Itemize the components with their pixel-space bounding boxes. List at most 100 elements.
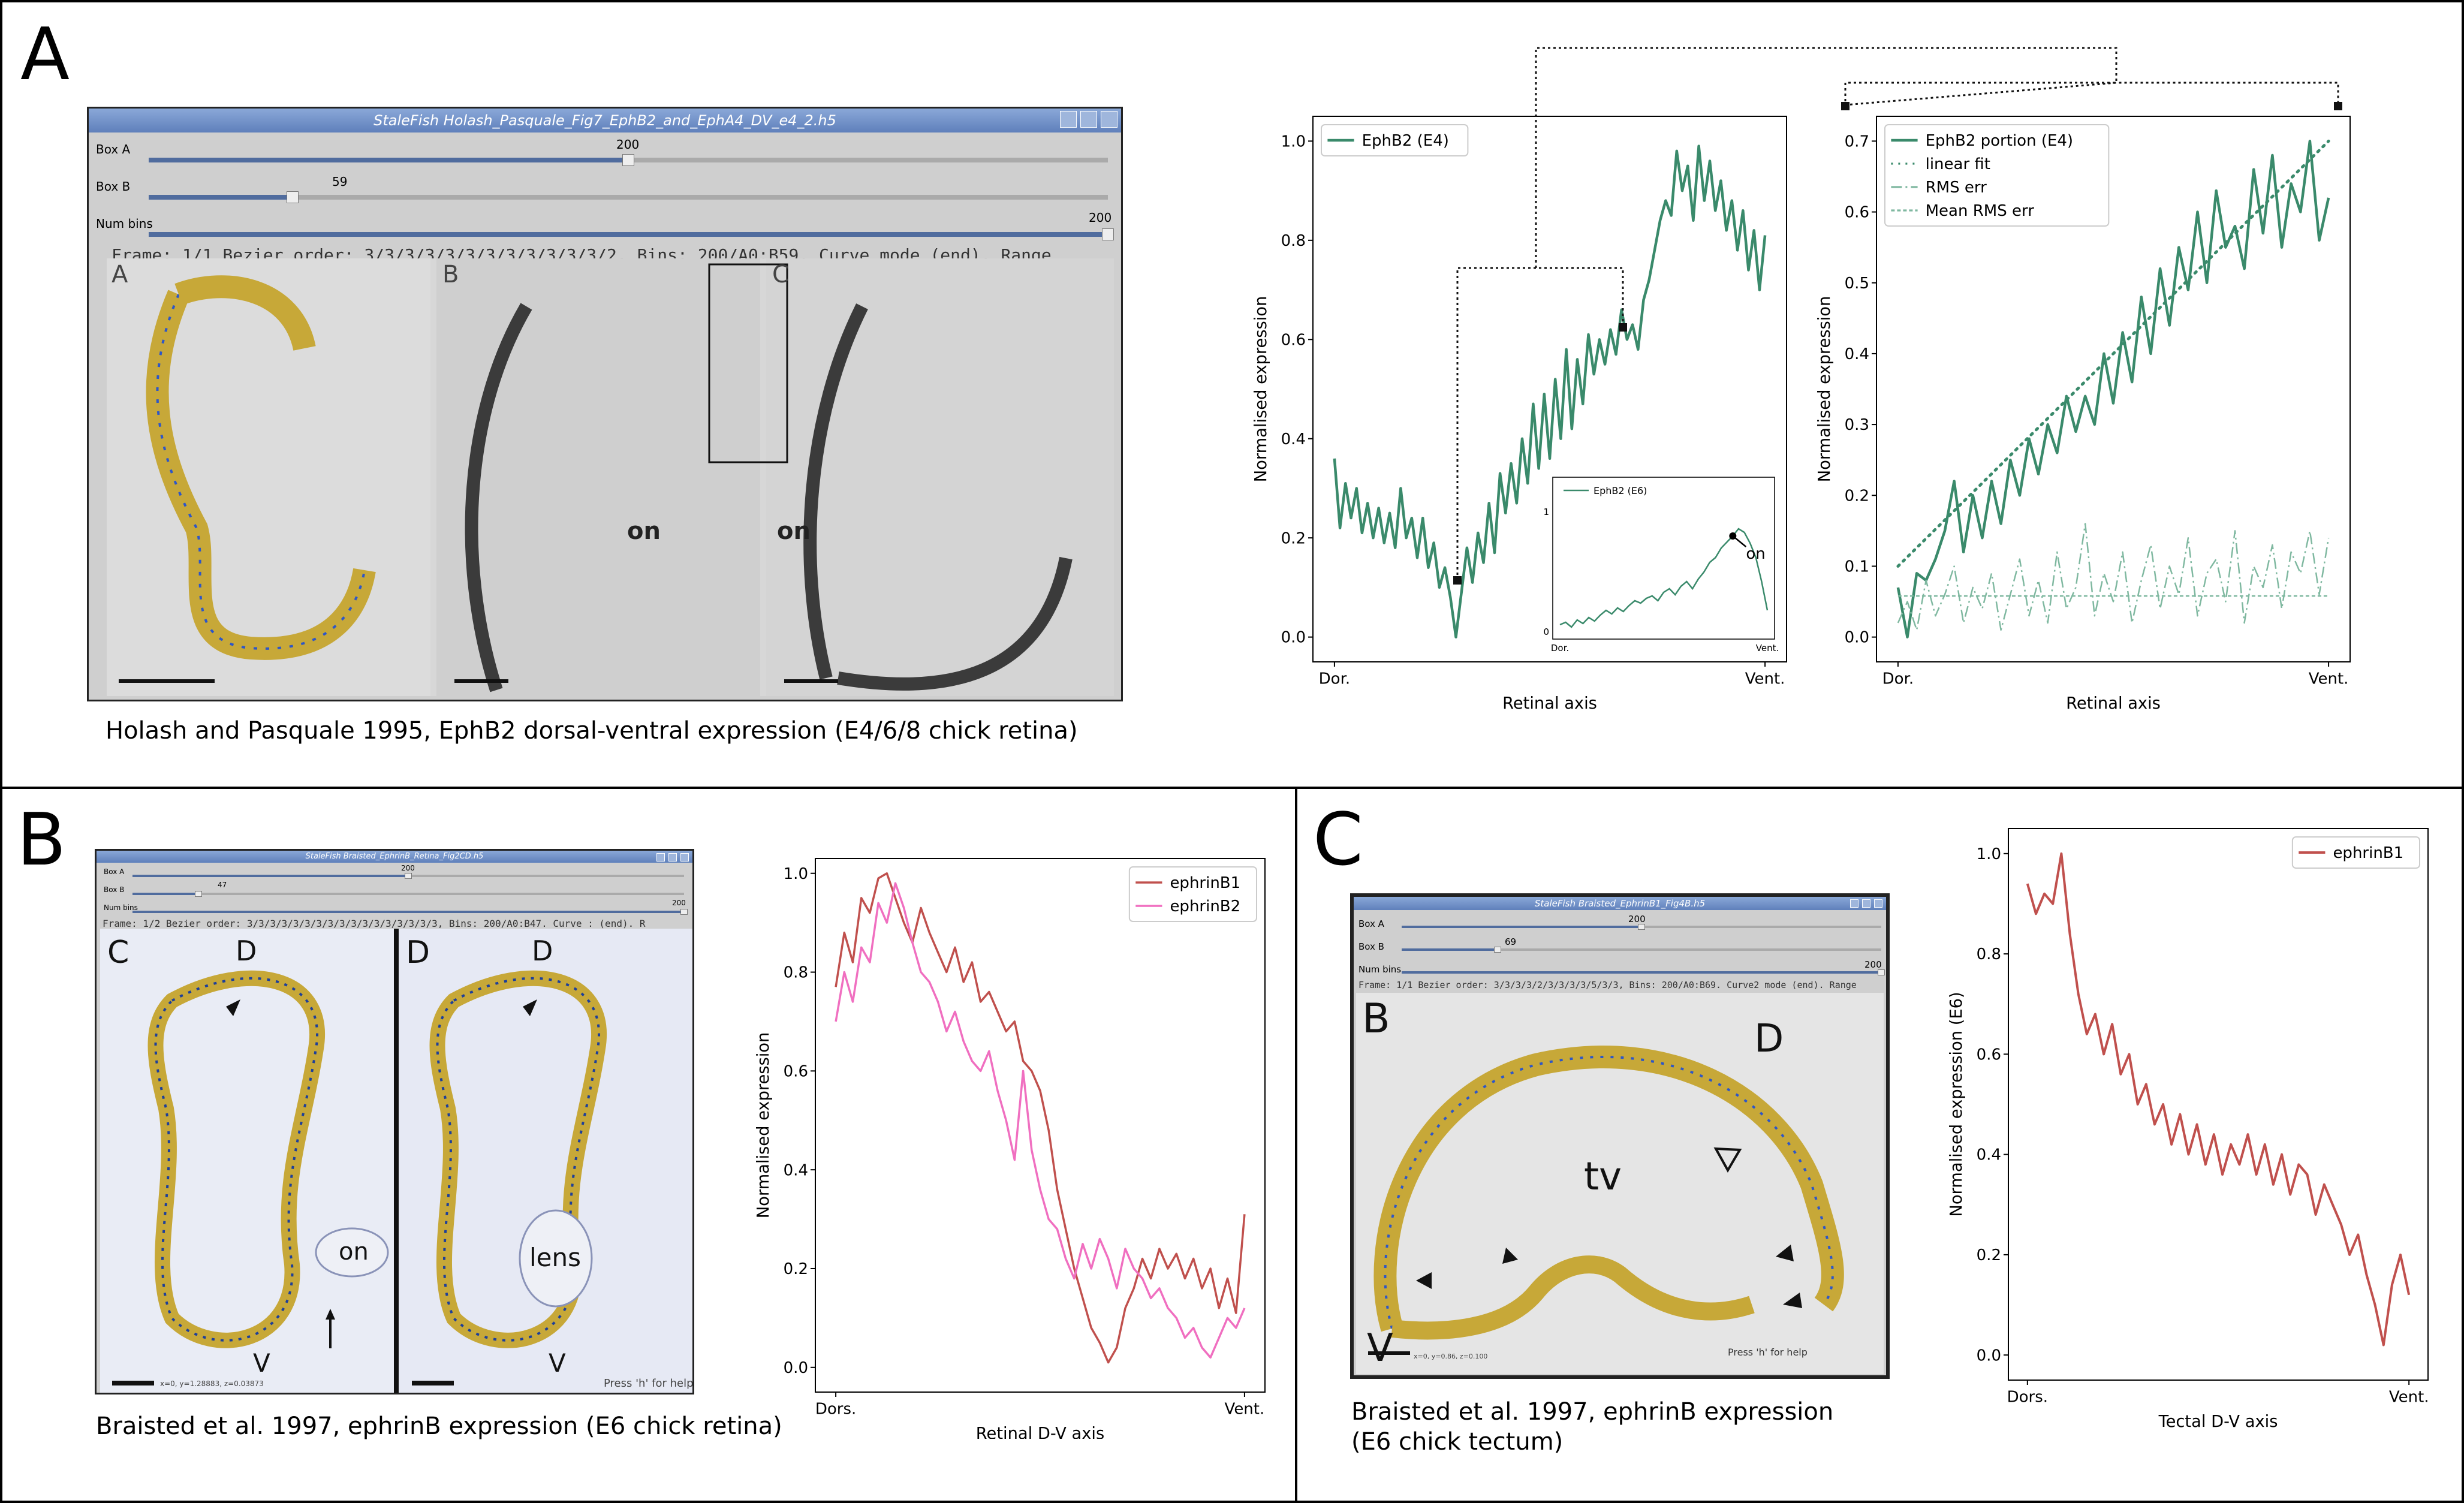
window-b-titlebar[interactable]: StaleFish Braisted_EphrinB_Retina_Fig2CD… <box>97 851 692 863</box>
slider-handle[interactable] <box>1638 924 1645 930</box>
window-c-titlebar[interactable]: StaleFish Braisted_EphrinB1_Fig4B.h5 <box>1354 897 1886 910</box>
legend-label: EphB2 (E4) <box>1362 132 1449 150</box>
maximize-icon[interactable] <box>668 853 677 862</box>
chart-a-right: 0.0 0.1 0.2 0.3 0.4 0.5 0.6 0.7 Dor. Vent. Retinal… <box>1815 116 2351 713</box>
box-b-value: 47 <box>218 881 227 889</box>
slider-handle[interactable] <box>1878 969 1885 975</box>
micrograph-c[interactable]: B D tv V Press 'h' for help x=0, y=0.86,… <box>1356 993 1884 1374</box>
slider-handle[interactable] <box>622 154 635 166</box>
slider-fill <box>149 232 1108 237</box>
chart-a-inset: 0 1 Dor. Vent. EphB2 (E6) on <box>1543 477 1779 653</box>
x-tick-label: Vent. <box>1225 1400 1265 1418</box>
window-b-title: StaleFish Braisted_EphrinB_Retina_Fig2CD… <box>305 852 484 861</box>
x-axis-label: Retinal axis <box>1502 694 1597 713</box>
slider-handle[interactable] <box>286 191 299 203</box>
ventral-label-left: V <box>253 1348 270 1378</box>
minimize-icon[interactable] <box>1060 111 1077 128</box>
slider-fill <box>149 158 628 162</box>
minimize-icon[interactable] <box>1850 899 1858 908</box>
stalefish-window-c[interactable]: StaleFish Braisted_EphrinB1_Fig4B.h5 Box… <box>1350 893 1890 1379</box>
slider-fill <box>1402 926 1641 928</box>
legend-label: linear fit <box>1926 155 1990 173</box>
num-bins-value: 200 <box>1864 959 1882 970</box>
x-axis-label: Retinal D-V axis <box>976 1424 1104 1439</box>
slider-fill <box>149 195 293 200</box>
micrograph-b-drawing <box>100 929 692 1393</box>
stalefish-window-a[interactable]: StaleFish Holash_Pasquale_Fig7_EphB2_and… <box>87 107 1123 701</box>
optic-nerve-label-b: on <box>627 517 661 545</box>
inset-x-tick-label: Vent. <box>1756 643 1779 653</box>
box-b-slider[interactable] <box>132 891 684 897</box>
slider-handle[interactable] <box>195 891 203 897</box>
ventral-label: V <box>1367 1326 1393 1371</box>
legend-box <box>1321 124 1469 156</box>
micrograph-b[interactable]: C D D D on lens V V Press 'h' for help x… <box>100 929 692 1393</box>
num-bins-slider[interactable] <box>149 228 1114 240</box>
chart-b: 0.0 0.2 0.4 0.6 0.8 1.0 Dors. Vent. Retinal D-V … <box>754 858 1266 1439</box>
box-b-slider[interactable] <box>1402 947 1881 953</box>
panel-a-caption: Holash and Pasquale 1995, EphB2 dorsal-v… <box>106 717 1078 745</box>
box-b-slider[interactable] <box>149 191 1108 203</box>
panel-c-frame <box>1295 787 2464 1503</box>
slider-track[interactable] <box>628 158 1108 162</box>
micrograph-a[interactable]: A B C on on <box>107 258 1114 696</box>
x-tick-label: Dor. <box>1319 670 1351 688</box>
panel-c-caption-line1: Braisted et al. 1997, ephrinB expression <box>1351 1398 1834 1426</box>
x-tick-label: Vent. <box>2309 670 2349 688</box>
box-a-slider[interactable] <box>1402 924 1881 930</box>
y-tick-label: 0.3 <box>1845 416 1869 434</box>
slider-handle[interactable] <box>680 909 688 915</box>
optic-nerve-annotation: on <box>1746 545 1765 563</box>
subpanel-label-c: C <box>772 261 789 288</box>
close-icon[interactable] <box>680 853 689 862</box>
status-line: Frame: 1/1 Bezier order: 3/3/3/3/2/3/3/3… <box>1358 980 1857 990</box>
panel-a-letter: A <box>20 13 70 97</box>
y-axis-label: Normalised expression <box>754 1032 773 1219</box>
slider-fill <box>1402 971 1881 974</box>
maximize-icon[interactable] <box>1080 111 1097 128</box>
slider-track[interactable] <box>198 893 684 895</box>
chart-c: 0.0 0.2 0.4 0.6 0.8 1.0 Dors. Vent. Tectal D-V a… <box>1947 828 2429 1431</box>
box-b-value: 59 <box>332 174 348 189</box>
panel-b-caption: Braisted et al. 1997, ephrinB expression… <box>96 1412 782 1440</box>
window-a-titlebar[interactable]: StaleFish Holash_Pasquale_Fig7_EphB2_and… <box>89 109 1121 132</box>
dorsal-label-right: D <box>532 935 553 967</box>
tectal-ventricle-label: tv <box>1584 1155 1622 1199</box>
y-tick-label: 0.4 <box>1281 430 1306 448</box>
optic-nerve-pointer <box>1732 535 1747 547</box>
close-icon[interactable] <box>1874 899 1882 908</box>
slider-handle[interactable] <box>1494 947 1501 953</box>
window-c-controls <box>1850 899 1882 908</box>
minimize-icon[interactable] <box>656 853 665 862</box>
slider-track[interactable] <box>1641 926 1881 928</box>
box-a-slider[interactable] <box>132 873 684 879</box>
window-a-title: StaleFish Holash_Pasquale_Fig7_EphB2_and… <box>373 112 836 129</box>
slider-track[interactable] <box>293 195 1108 200</box>
box-b-label: Box B <box>1358 941 1384 952</box>
stalefish-window-b[interactable]: StaleFish Braisted_EphrinB_Retina_Fig2CD… <box>95 849 694 1394</box>
lens-label: lens <box>529 1243 582 1272</box>
box-b-label: Box B <box>96 179 131 194</box>
cursor-readout: x=0, y=0.86, z=0.100 <box>1414 1353 1488 1360</box>
num-bins-label: Num bins <box>1358 964 1402 975</box>
box-b-label: Box B <box>104 885 125 894</box>
maximize-icon[interactable] <box>1862 899 1870 908</box>
num-bins-slider[interactable] <box>1402 969 1885 975</box>
x-tick-label: Dors. <box>2007 1388 2048 1406</box>
box-a-slider[interactable] <box>149 154 1108 166</box>
series-line-0 <box>835 872 1246 1364</box>
slider-track[interactable] <box>408 875 684 877</box>
x-axis-label: Retinal axis <box>2066 694 2161 713</box>
window-a-controls <box>1060 111 1117 128</box>
num-bins-slider[interactable] <box>132 909 688 915</box>
x-tick-label: Dor. <box>1882 670 1914 688</box>
legend-label: ephrinB1 <box>1170 874 1240 892</box>
legend-label: RMS err <box>1926 179 1987 197</box>
close-icon[interactable] <box>1101 111 1117 128</box>
slider-handle[interactable] <box>405 873 412 879</box>
y-axis-label: Normalised expression <box>1815 296 1834 483</box>
num-bins-value: 200 <box>672 899 686 907</box>
slider-handle[interactable] <box>1101 228 1114 240</box>
slider-track[interactable] <box>1498 948 1881 951</box>
subpanel-label-c: C <box>107 935 129 971</box>
